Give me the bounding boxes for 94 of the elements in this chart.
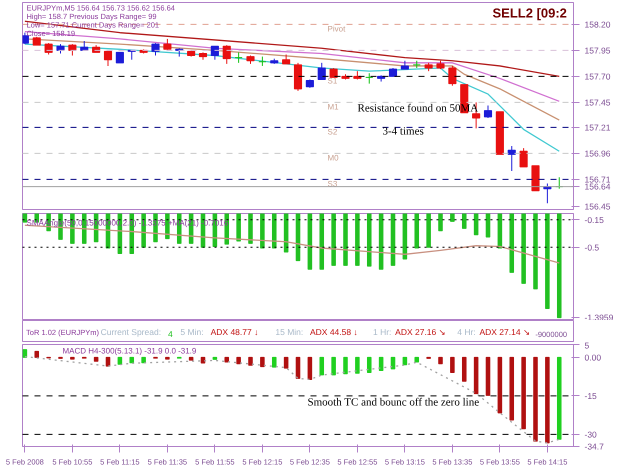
y-tick-label: 156.64 <box>584 182 611 192</box>
bar <box>200 356 206 364</box>
annotation: SELL2 [09:2 <box>492 6 567 20</box>
candlestick <box>104 50 112 66</box>
candlestick <box>294 62 302 92</box>
y-tick-label: 156.71 <box>584 174 611 184</box>
y-tick-label: -0.15 <box>584 214 604 225</box>
bar <box>556 356 562 440</box>
text: 4 Hr: <box>457 327 476 337</box>
ref-line-label: M0 <box>328 153 340 162</box>
candlestick <box>508 146 516 172</box>
y-tick-label: 158.20 <box>584 19 611 30</box>
ref-line-label: S1 <box>328 76 338 86</box>
bar <box>474 356 478 394</box>
bar <box>129 356 134 364</box>
text: Current Spread: <box>100 327 162 337</box>
bar <box>343 356 348 374</box>
bar <box>188 356 194 361</box>
text: 1 Hr: <box>372 327 392 337</box>
candlestick <box>56 44 65 54</box>
bar <box>212 356 218 360</box>
candlestick <box>282 54 290 64</box>
bar <box>390 356 396 370</box>
bar <box>34 350 40 358</box>
annotation: 3-4 times <box>382 126 424 138</box>
candlestick <box>330 68 338 78</box>
bar <box>94 356 98 362</box>
bar <box>272 356 277 368</box>
bar <box>498 356 502 414</box>
ref-line-label: S2 <box>328 127 338 136</box>
y-tick-label: 157.21 <box>584 122 611 132</box>
ref-line-label: S3 <box>328 179 338 188</box>
annotation: Smooth TC and bounc off the zero line <box>308 396 480 408</box>
candlestick <box>365 72 374 84</box>
bar <box>260 356 265 368</box>
text: 4 <box>168 329 174 339</box>
text: ADX 44.58 ↓ <box>310 327 358 337</box>
line-series <box>24 30 560 102</box>
bar <box>331 356 336 376</box>
bar <box>308 356 312 380</box>
bar <box>22 349 28 358</box>
bar <box>533 356 538 442</box>
candlestick <box>151 42 160 56</box>
bar <box>378 356 384 371</box>
bar <box>224 356 230 362</box>
bar <box>402 356 408 366</box>
y-tick-label: 157.70 <box>584 71 611 82</box>
bar <box>106 356 110 367</box>
text: 5 Min: <box>180 327 204 337</box>
bar <box>462 356 467 382</box>
y-tick-label: -15 <box>584 390 598 401</box>
bar <box>414 356 420 362</box>
y-tick-label: 156.96 <box>584 148 611 158</box>
bar <box>509 356 514 421</box>
bar <box>521 356 526 430</box>
y-tick-label: -0.5 <box>584 242 600 252</box>
ref-line-label: M1 <box>328 102 340 112</box>
text: ADX 27.16 ↘ <box>395 327 447 337</box>
candlestick <box>520 148 528 168</box>
y-tick-label: -34.7 <box>584 442 604 452</box>
bar <box>545 356 550 444</box>
bar <box>248 356 253 366</box>
candlestick <box>484 104 492 118</box>
bar <box>438 356 443 364</box>
text: ADX 27.14 ↘ <box>479 327 531 337</box>
text: 15 Min: <box>275 327 304 337</box>
candlestick <box>210 46 219 60</box>
candlestick <box>68 44 76 56</box>
y-tick-label: 0.00 <box>584 352 602 362</box>
bar <box>355 356 360 374</box>
bar <box>366 356 372 374</box>
y-tick-label: 157.45 <box>584 97 611 108</box>
y-tick-label: 157.95 <box>584 45 611 56</box>
text: ADX 48.77 ↓ <box>210 327 258 337</box>
bar <box>450 356 455 374</box>
candlestick <box>234 52 243 64</box>
bar <box>236 356 241 364</box>
candlestick <box>258 56 266 66</box>
ref-line-label: Pivot <box>328 24 346 34</box>
line-series <box>24 20 560 78</box>
chart-title: MACD H4-300(5.13.1) -31.9 0.0 -31.9 <box>62 346 197 356</box>
candlestick <box>448 65 456 86</box>
y-tick-label: 5 <box>584 340 590 350</box>
bar <box>118 356 122 365</box>
line-series <box>24 356 560 444</box>
candlestick <box>116 52 124 64</box>
bar <box>284 356 288 369</box>
candlestick <box>222 44 231 64</box>
candlestick <box>318 62 326 80</box>
bar <box>296 356 300 379</box>
y-tick-label: -30 <box>584 429 598 440</box>
y-tick-label: 156.45 <box>584 201 611 212</box>
bar <box>486 356 490 396</box>
bar <box>319 356 324 376</box>
